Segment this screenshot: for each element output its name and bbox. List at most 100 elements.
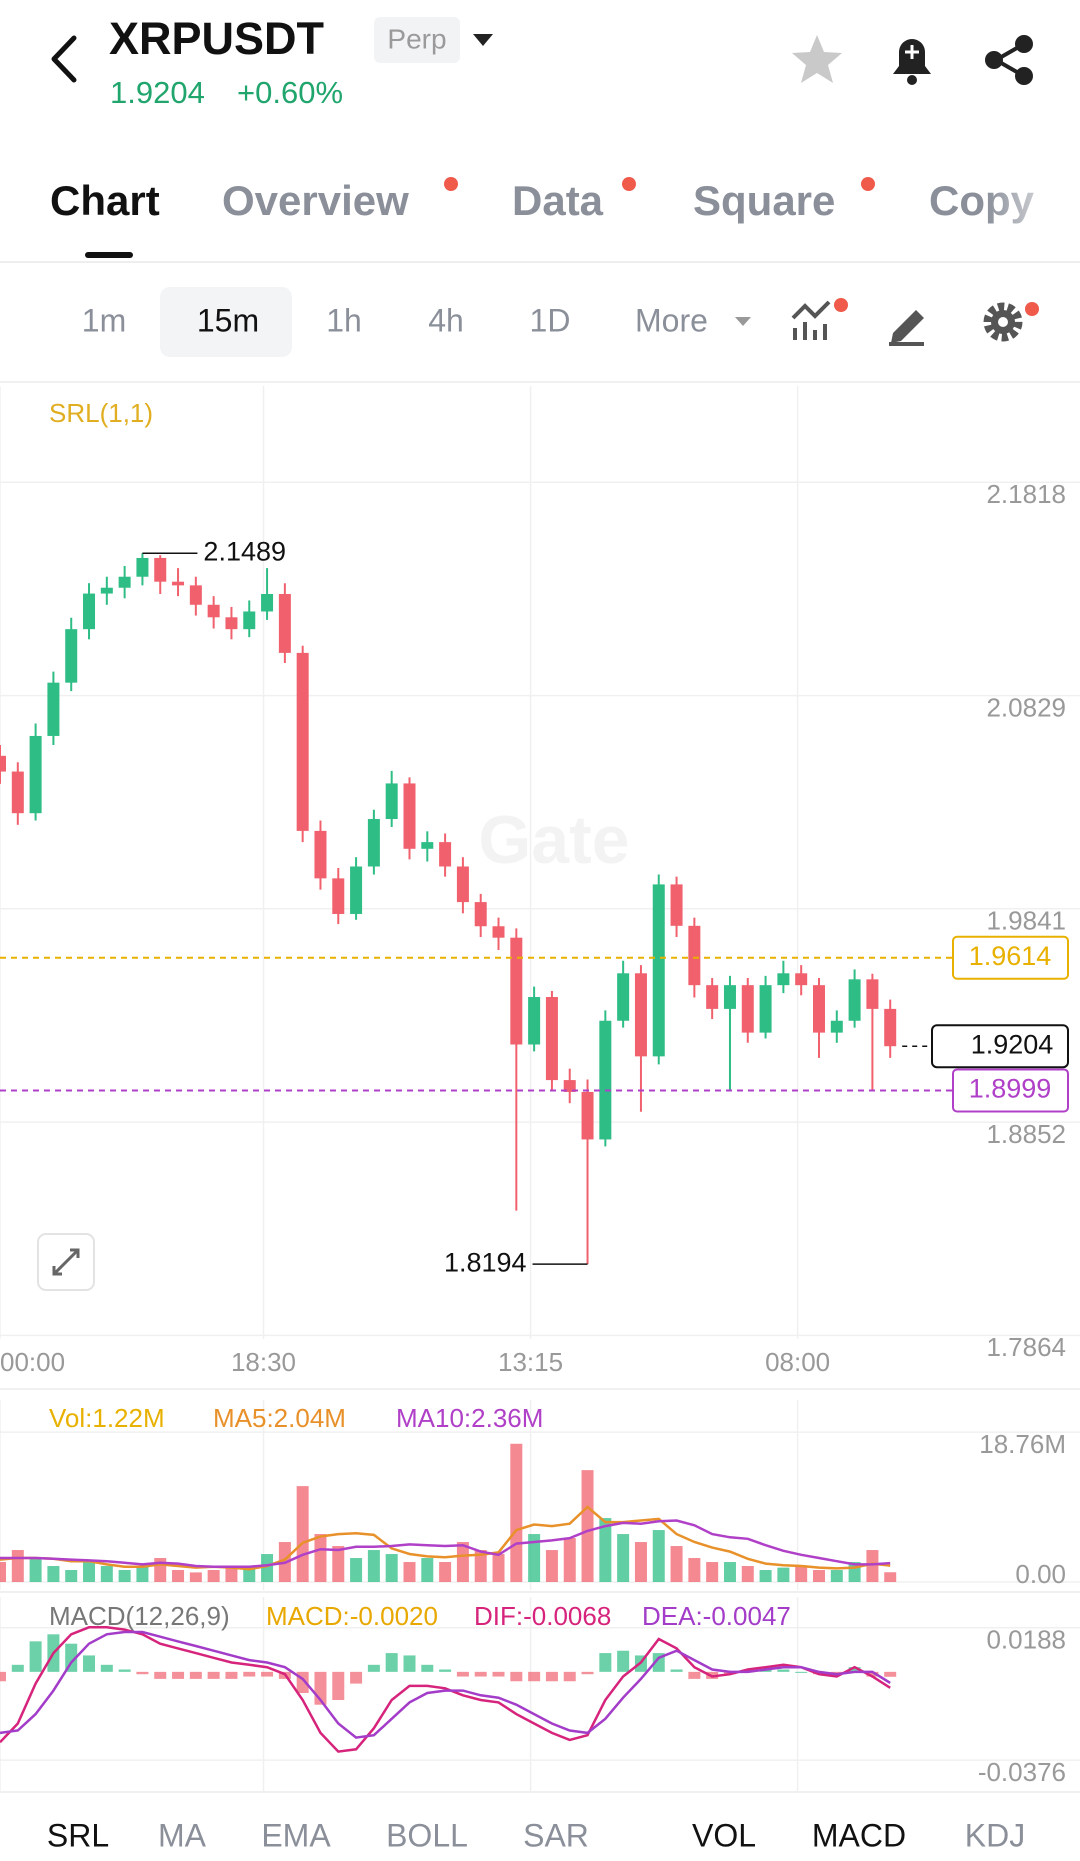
tab[interactable]: Square (693, 177, 835, 224)
candle-body (599, 1020, 612, 1140)
candle-body (456, 866, 469, 903)
volume-bar (207, 1570, 220, 1582)
timeframe[interactable]: 1h (326, 302, 362, 338)
candle-body (385, 783, 398, 820)
candle-body (830, 1020, 843, 1033)
draw-icon[interactable] (889, 310, 924, 346)
indicator-icon[interactable] (791, 300, 831, 340)
volume-bar (0, 1562, 6, 1582)
timeframe[interactable]: More (635, 302, 708, 338)
timeframe[interactable]: 4h (428, 302, 464, 338)
tab-indicator (85, 252, 133, 258)
indicator-tab[interactable]: SAR (523, 1817, 589, 1853)
volume-bar (456, 1542, 469, 1582)
indicator-legend: MA10:2.36M (396, 1403, 543, 1433)
y-tick-label: 2.1818 (986, 479, 1066, 509)
indicator-legend: MA5:2.04M (213, 1403, 346, 1433)
share-icon[interactable] (985, 35, 1033, 85)
volume-bar (439, 1562, 452, 1582)
volume-bar (225, 1567, 238, 1582)
macd-bar (243, 1671, 256, 1677)
x-tick-label: 08:00 (765, 1347, 830, 1377)
badge-dot (861, 177, 875, 191)
candle-body (136, 557, 149, 577)
tab[interactable]: Chart (50, 177, 160, 224)
annotation-label: 2.1489 (203, 536, 286, 566)
srl-box (952, 1068, 1069, 1113)
candle-body (528, 997, 541, 1045)
volume-bar (652, 1530, 665, 1582)
candle-body (332, 878, 345, 914)
macd-bar (11, 1664, 24, 1672)
candle-body (866, 979, 879, 1009)
candle-body (83, 593, 96, 630)
timeframe[interactable]: 1m (82, 302, 126, 338)
srl-label: 1.8999 (969, 1074, 1052, 1104)
volume-bar (492, 1554, 505, 1582)
macd-bar (421, 1664, 434, 1672)
macd-bar (670, 1669, 683, 1672)
tab-fade (985, 170, 1080, 240)
timeframe[interactable]: 15m (197, 302, 259, 338)
macd-bar (100, 1664, 113, 1672)
indicator-tab[interactable]: MA (158, 1817, 207, 1853)
macd-bar (65, 1643, 78, 1672)
volume-bar (599, 1518, 612, 1582)
y-tick-label: 18.76M (979, 1429, 1066, 1459)
back-button[interactable] (51, 35, 77, 83)
candle-body (278, 593, 291, 653)
indicator-tab[interactable]: EMA (261, 1817, 331, 1853)
macd-bar (777, 1669, 790, 1672)
badge: Perp (387, 23, 446, 54)
settings-icon[interactable] (983, 302, 1023, 342)
x-tick-label: 00:00 (0, 1347, 65, 1377)
timeframe-bar: 1m 15m 1h 4h 1D More (82, 302, 708, 338)
volume-bar (350, 1558, 363, 1582)
y-tick-label: 1.8852 (986, 1119, 1066, 1149)
macd-bar (884, 1671, 897, 1677)
indicator-tab[interactable]: MACD (812, 1817, 906, 1853)
macd-bar (403, 1655, 416, 1672)
volume-bar (741, 1566, 754, 1582)
candle-body (723, 985, 736, 1009)
volume-bar (777, 1567, 790, 1582)
indicator-tab[interactable]: KDJ (965, 1817, 1025, 1853)
indicator-tab[interactable]: BOLL (386, 1817, 468, 1853)
ma5-line (0, 1505, 891, 1571)
symbol-dropdown[interactable] (473, 34, 493, 46)
volume-bar (136, 1566, 149, 1582)
macd-bar (261, 1671, 274, 1677)
indicator-legend: MACD:-0.0020 (266, 1601, 438, 1631)
candle-body (261, 593, 274, 612)
volume-bar (563, 1538, 576, 1582)
favorite-icon[interactable] (792, 35, 842, 83)
macd-bar (456, 1671, 469, 1677)
macd-bar (439, 1669, 452, 1672)
price: 1.9204 (110, 75, 205, 110)
macd-bar (83, 1655, 96, 1672)
volume-bar (11, 1550, 24, 1582)
change: +0.60% (237, 75, 343, 110)
candle-body (474, 902, 487, 927)
candle-body (706, 985, 719, 1009)
tab-bar: Chart Overview Data Square Copy (50, 177, 1035, 224)
alert-icon[interactable] (893, 39, 931, 85)
volume-bar (706, 1562, 719, 1582)
candle-body (688, 925, 701, 986)
candle-body (617, 973, 630, 1021)
timeframe[interactable]: 1D (530, 302, 571, 338)
expand-button[interactable] (37, 1233, 95, 1291)
macd-bar (367, 1664, 380, 1672)
indicator-tab[interactable]: VOL (692, 1817, 756, 1853)
macd-bar (136, 1671, 149, 1675)
candle-body (795, 973, 808, 986)
tab[interactable]: Data (512, 177, 604, 224)
last-price-box (931, 1024, 1069, 1069)
macd-bar (332, 1671, 345, 1701)
candle-body (777, 973, 790, 986)
tab[interactable]: Overview (222, 177, 409, 224)
srl-box (952, 935, 1069, 980)
indicator-tab[interactable]: SRL (47, 1817, 109, 1853)
more-dropdown[interactable] (735, 317, 751, 326)
candle-body (439, 842, 452, 867)
